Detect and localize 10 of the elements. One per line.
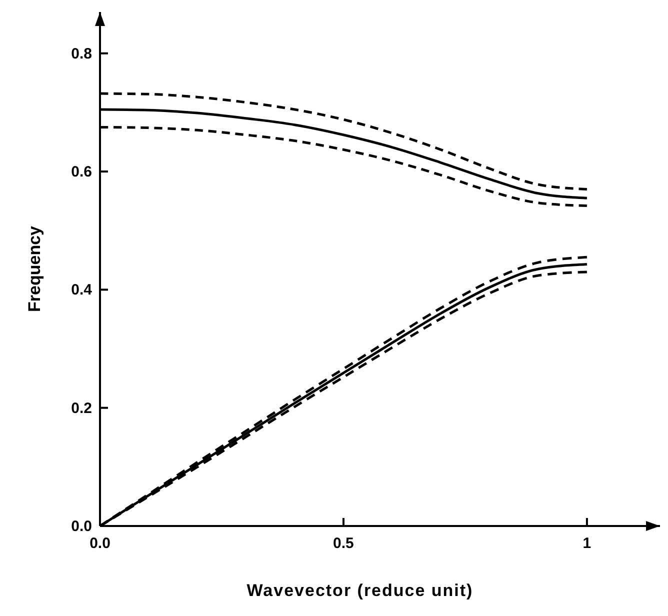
y-tick-label: 0.2 — [71, 400, 92, 417]
x-axis-title: Wavevector (reduce unit) — [246, 581, 474, 600]
x-tick-label: 1 — [582, 535, 592, 552]
y-tick-label: 0.8 — [71, 45, 92, 62]
x-tick-label: 0.5 — [333, 535, 354, 552]
y-tick-label: 0.4 — [71, 282, 93, 299]
y-tick-label: 0.0 — [71, 518, 92, 535]
x-tick-label: 0.0 — [90, 535, 110, 552]
y-axis-title: Frequency — [25, 225, 44, 312]
y-tick-label: 0.6 — [71, 164, 92, 181]
